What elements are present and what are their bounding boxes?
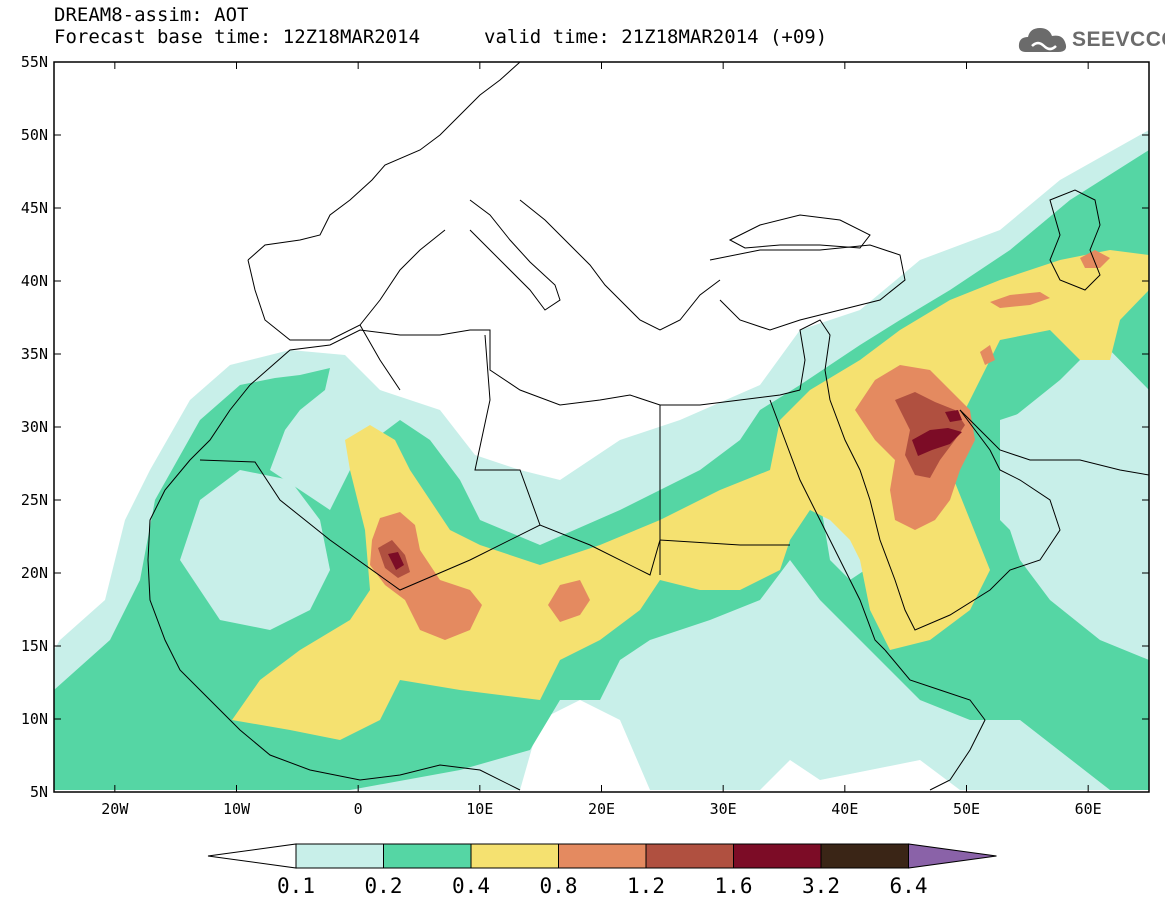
colorbar-label: 0.2: [365, 874, 403, 898]
lon-label: 20E: [588, 800, 615, 818]
lon-label: 50E: [953, 800, 980, 818]
coastlines: [147, 62, 1149, 791]
aot-field-level-0.8: [980, 345, 995, 365]
colorbar-label: 3.2: [802, 874, 840, 898]
colorbar-swatch: [820, 843, 909, 869]
aot-field-level-0.8: [370, 512, 482, 640]
colorbar-swatch: [645, 843, 734, 869]
map-title: DREAM8-assim: AOT: [54, 4, 249, 26]
axis-ticks: 20W 10W 0 10E 20E 30E 40E 50E 60E 55N 50N 45N 40N 35N…: [21, 53, 1149, 818]
colorbar-arrow-high: [908, 843, 997, 869]
aot-field-level-0.2: [54, 150, 1149, 790]
lat-label: 10N: [21, 710, 48, 728]
colorbar-swatch: [470, 843, 559, 869]
lon-label: 40E: [831, 800, 858, 818]
colorbar-swatch: [383, 843, 472, 869]
aot-field-level-0.8: [1080, 250, 1110, 268]
colorbar-label: 6.4: [890, 874, 928, 898]
lat-label: 20N: [21, 564, 48, 582]
lat-label: 35N: [21, 345, 48, 363]
lon-label: 20W: [101, 800, 129, 818]
lat-label: 15N: [21, 637, 48, 655]
aot-field-level-0.8: [548, 580, 590, 622]
colorbar-swatch: [558, 843, 647, 869]
lat-label: 50N: [21, 126, 48, 144]
aot-field-level-1.6: [388, 552, 404, 570]
lon-label: 10E: [466, 800, 493, 818]
aot-field: [54, 130, 1149, 790]
colorbar-label: 1.6: [715, 874, 753, 898]
lon-label: 0: [354, 800, 363, 818]
aot-field-level-0.8: [990, 292, 1050, 308]
lat-label: 25N: [21, 491, 48, 509]
logo-text: SEEVCCC: [1072, 28, 1165, 51]
colorbar-label: 0.8: [540, 874, 578, 898]
forecast-base-time: Forecast base time: 12Z18MAR2014: [54, 26, 421, 48]
lon-label: 10W: [223, 800, 251, 818]
colorbar-arrow-low: [207, 843, 297, 869]
lon-label: 60E: [1075, 800, 1102, 818]
lat-label: 45N: [21, 199, 48, 217]
aot-field-level-1.6: [912, 428, 962, 456]
lat-label: 55N: [21, 53, 48, 71]
colorbar-label: 1.2: [627, 874, 665, 898]
cloud-icon: [1018, 28, 1067, 52]
colorbar-swatch: [733, 843, 822, 869]
aot-field-level-0.1: [1000, 400, 1120, 560]
colorbar-swatch: [295, 843, 384, 869]
lat-label: 5N: [30, 783, 48, 801]
aot-field-level-1.6: [945, 410, 962, 422]
lat-label: 30N: [21, 418, 48, 436]
lon-label: 30E: [710, 800, 737, 818]
seevccc-logo: SEEVCCC: [1018, 22, 1165, 58]
colorbar-label: 0.4: [452, 874, 490, 898]
colorbar-label: 0.1: [277, 874, 315, 898]
valid-time: valid time: 21Z18MAR2014 (+09): [484, 26, 828, 48]
colorbar: 0.1 0.2 0.4 0.8 1.2 1.6 3.2 6.4: [207, 843, 997, 898]
lat-label: 40N: [21, 272, 48, 290]
